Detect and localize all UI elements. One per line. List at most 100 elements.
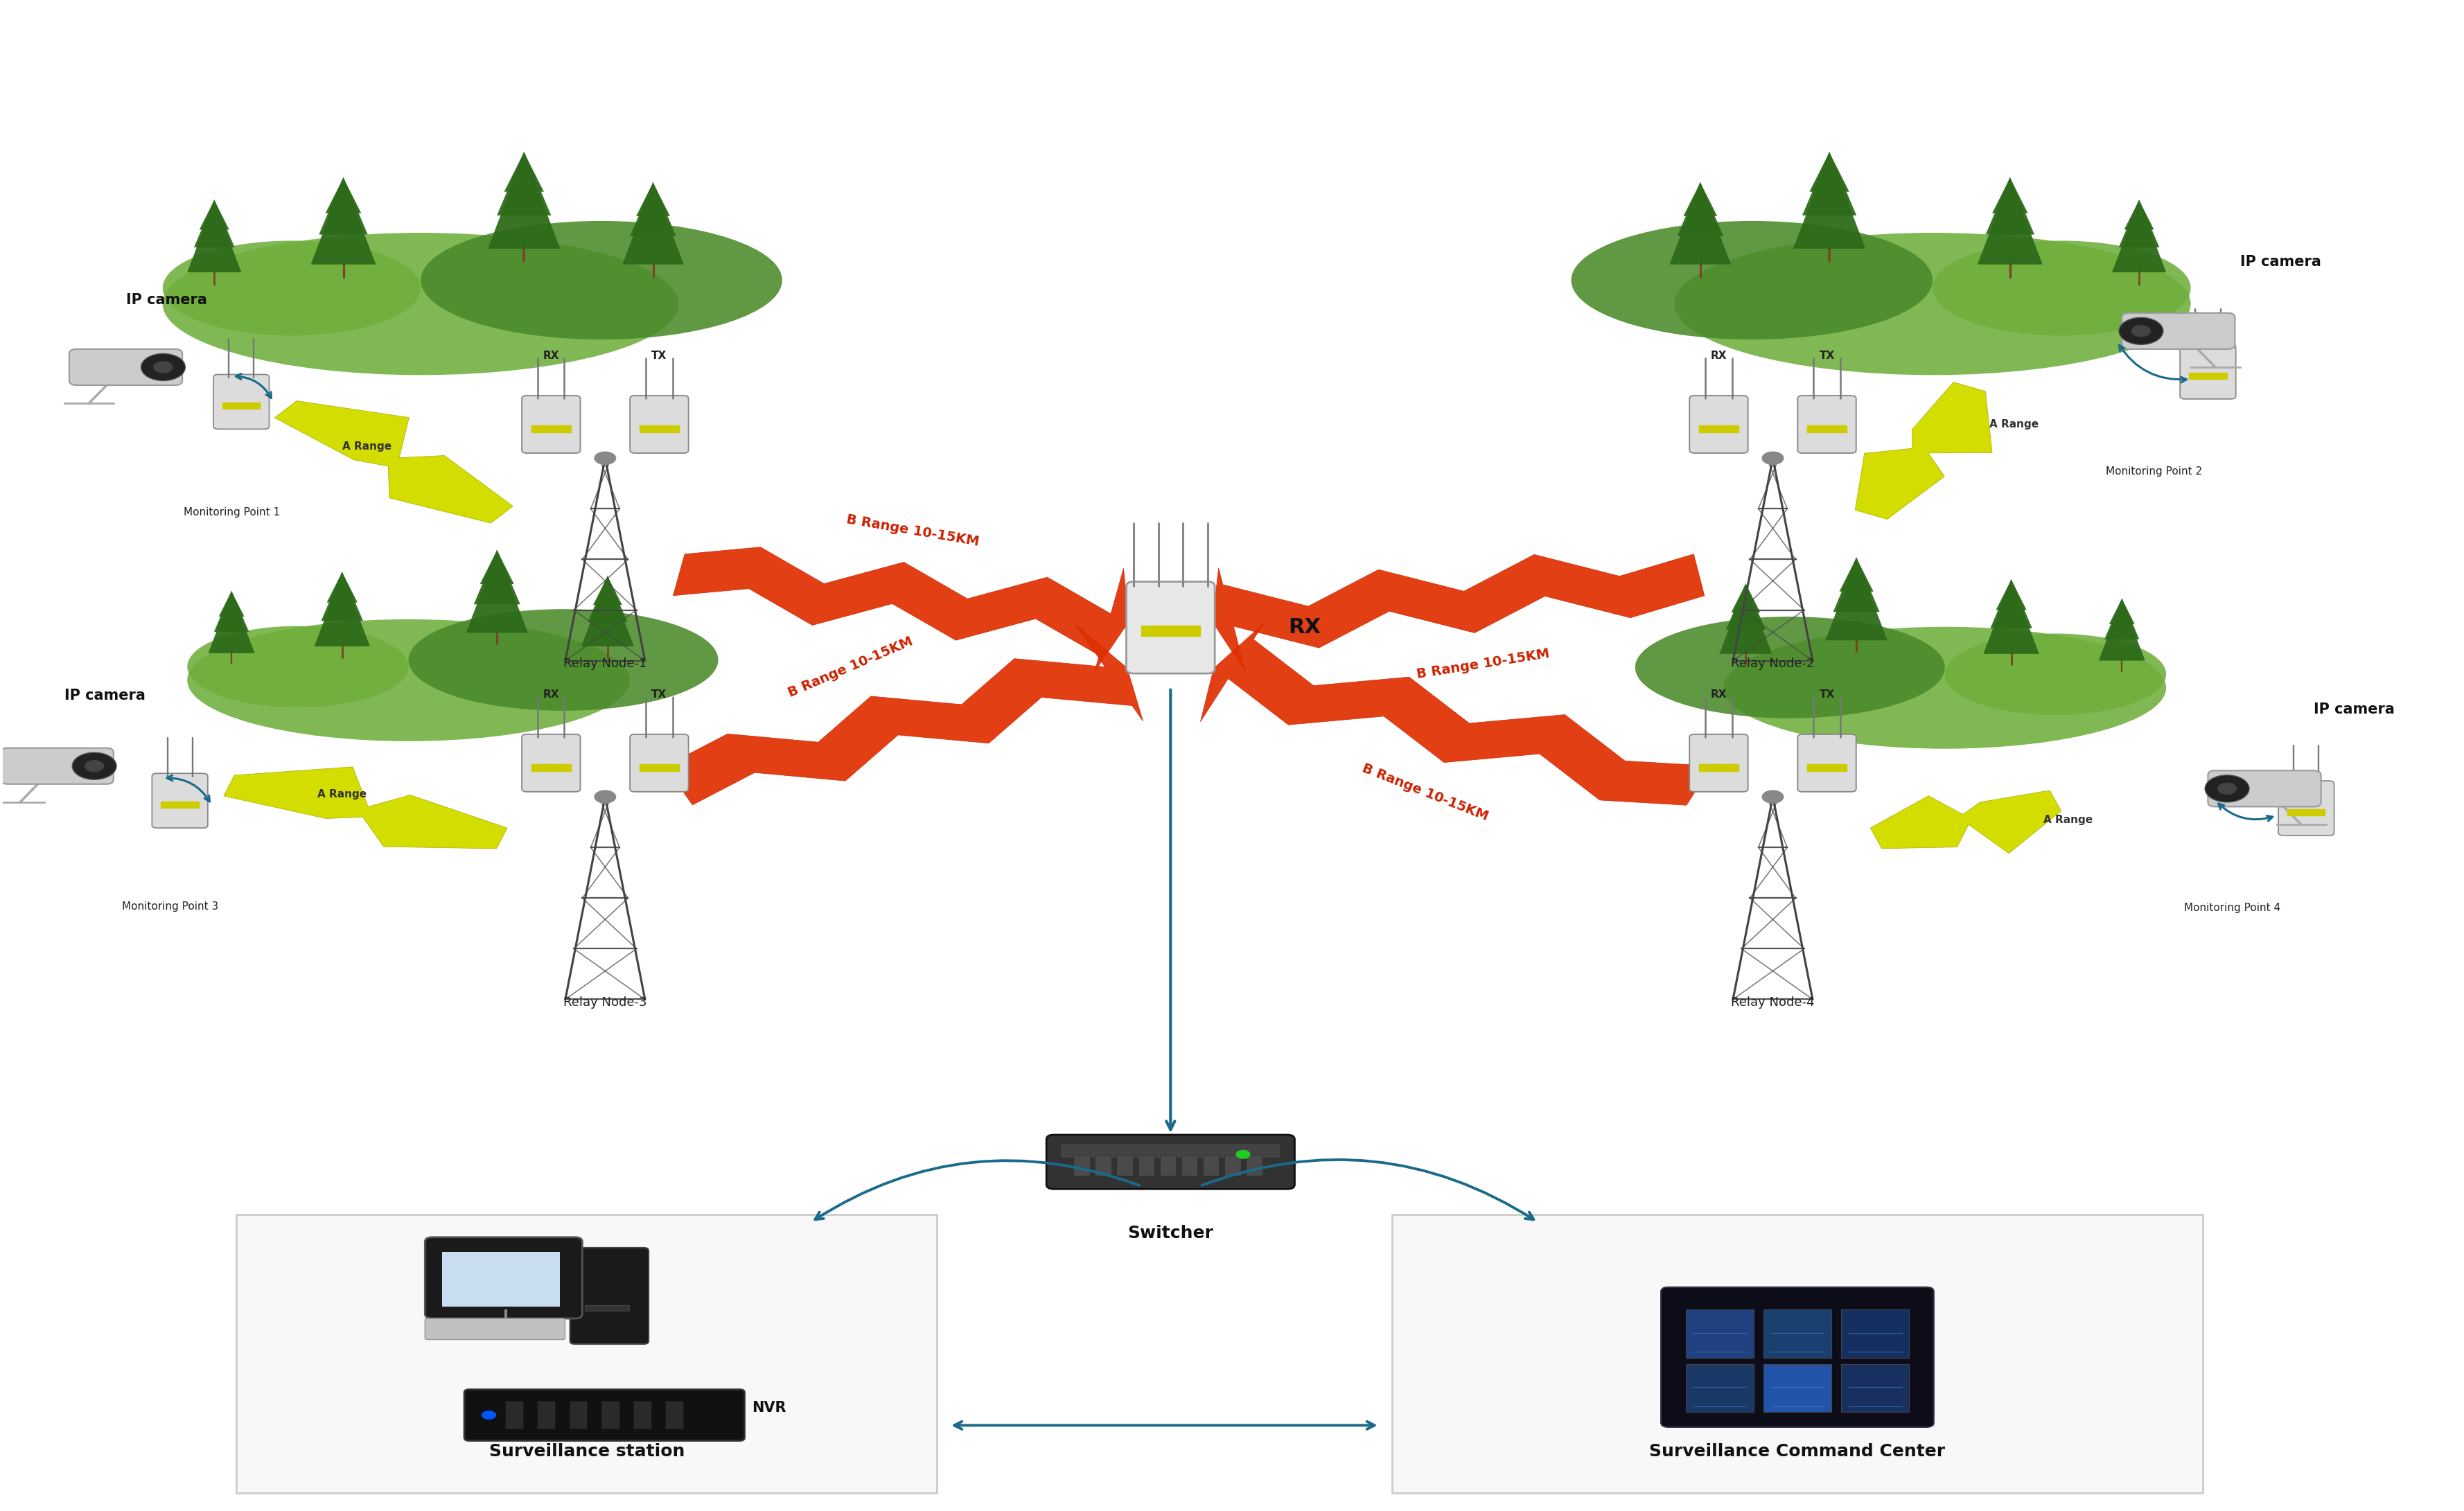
- FancyArrowPatch shape: [1165, 689, 1175, 1130]
- Polygon shape: [1671, 184, 1732, 264]
- Bar: [532, 425, 572, 432]
- Polygon shape: [2124, 199, 2154, 230]
- Text: A Range: A Range: [2043, 814, 2092, 825]
- Bar: [1247, 1154, 1262, 1176]
- Ellipse shape: [1725, 627, 2166, 749]
- FancyArrowPatch shape: [237, 373, 271, 397]
- Text: IP camera: IP camera: [126, 293, 207, 307]
- Bar: [584, 1306, 628, 1312]
- Polygon shape: [1838, 558, 1873, 592]
- Text: RX: RX: [1710, 351, 1727, 361]
- Polygon shape: [466, 552, 527, 633]
- Ellipse shape: [163, 240, 421, 335]
- Bar: [569, 1402, 586, 1428]
- Ellipse shape: [1676, 233, 2190, 375]
- Text: B Range 10-15KM: B Range 10-15KM: [1360, 762, 1491, 823]
- Bar: [1094, 1154, 1111, 1176]
- FancyArrowPatch shape: [1202, 1159, 1533, 1219]
- Circle shape: [2119, 317, 2163, 345]
- Circle shape: [594, 452, 616, 465]
- Text: B Range 10-15KM: B Range 10-15KM: [1414, 647, 1550, 681]
- Bar: [505, 1402, 522, 1428]
- FancyBboxPatch shape: [1661, 1287, 1934, 1426]
- Bar: [1806, 765, 1848, 771]
- FancyBboxPatch shape: [1799, 734, 1855, 792]
- Polygon shape: [1833, 558, 1880, 612]
- Text: IP camera: IP camera: [2240, 255, 2321, 269]
- Circle shape: [2205, 775, 2250, 802]
- Polygon shape: [498, 151, 552, 216]
- Polygon shape: [505, 153, 545, 192]
- Bar: [638, 425, 680, 432]
- Polygon shape: [1212, 555, 1705, 672]
- FancyBboxPatch shape: [2208, 771, 2321, 807]
- FancyBboxPatch shape: [2181, 345, 2235, 399]
- Ellipse shape: [163, 233, 680, 375]
- Polygon shape: [1870, 790, 2062, 854]
- Bar: [1180, 1154, 1198, 1176]
- FancyBboxPatch shape: [1047, 1135, 1294, 1189]
- Polygon shape: [328, 573, 357, 603]
- Polygon shape: [1809, 153, 1848, 192]
- Polygon shape: [187, 201, 241, 272]
- Text: TX: TX: [1818, 351, 1836, 361]
- FancyBboxPatch shape: [569, 1248, 648, 1345]
- Bar: [1841, 1310, 1910, 1358]
- Polygon shape: [200, 199, 229, 230]
- Ellipse shape: [187, 626, 409, 707]
- Polygon shape: [2112, 201, 2166, 272]
- Polygon shape: [195, 199, 234, 248]
- Circle shape: [1762, 452, 1784, 465]
- Bar: [1202, 1154, 1220, 1176]
- Bar: [2188, 373, 2227, 379]
- Polygon shape: [480, 550, 515, 585]
- Polygon shape: [665, 624, 1143, 805]
- Polygon shape: [1720, 585, 1772, 654]
- Bar: [1841, 1364, 1910, 1413]
- Polygon shape: [1725, 583, 1767, 630]
- Text: Relay Node-4: Relay Node-4: [1732, 996, 1814, 1009]
- Bar: [1764, 1310, 1831, 1358]
- Bar: [1685, 1364, 1754, 1413]
- Bar: [222, 402, 261, 409]
- FancyBboxPatch shape: [1690, 396, 1747, 453]
- Bar: [1138, 1154, 1153, 1176]
- Ellipse shape: [1944, 633, 2166, 715]
- Polygon shape: [1732, 583, 1759, 612]
- Circle shape: [153, 361, 172, 373]
- Polygon shape: [320, 571, 362, 621]
- FancyArrowPatch shape: [2119, 345, 2186, 382]
- Polygon shape: [214, 591, 249, 632]
- Polygon shape: [224, 768, 508, 849]
- Bar: [2287, 808, 2326, 816]
- Text: B Range 10-15KM: B Range 10-15KM: [786, 635, 914, 700]
- Polygon shape: [318, 177, 367, 234]
- Bar: [441, 1253, 559, 1307]
- FancyBboxPatch shape: [214, 375, 269, 429]
- Circle shape: [84, 760, 103, 772]
- Text: RX: RX: [542, 351, 559, 361]
- Bar: [1806, 425, 1848, 432]
- Polygon shape: [2099, 600, 2146, 660]
- Text: RX: RX: [1289, 618, 1321, 638]
- FancyBboxPatch shape: [463, 1390, 744, 1440]
- Text: TX: TX: [1818, 689, 1836, 700]
- Circle shape: [140, 354, 185, 381]
- FancyBboxPatch shape: [1799, 396, 1855, 453]
- Polygon shape: [325, 178, 362, 213]
- Bar: [1074, 1154, 1089, 1176]
- Polygon shape: [2109, 598, 2134, 624]
- Circle shape: [2218, 783, 2237, 795]
- FancyBboxPatch shape: [237, 1215, 936, 1493]
- Circle shape: [1234, 1150, 1249, 1159]
- FancyBboxPatch shape: [2279, 781, 2333, 836]
- Polygon shape: [209, 592, 254, 653]
- FancyArrowPatch shape: [954, 1422, 1375, 1429]
- Polygon shape: [219, 591, 244, 616]
- Bar: [532, 765, 572, 771]
- Polygon shape: [1826, 559, 1887, 641]
- Bar: [1062, 1144, 1279, 1157]
- Text: Relay Node-1: Relay Node-1: [564, 657, 648, 671]
- Text: Monitoring Point 4: Monitoring Point 4: [2183, 904, 2282, 914]
- Polygon shape: [623, 184, 685, 264]
